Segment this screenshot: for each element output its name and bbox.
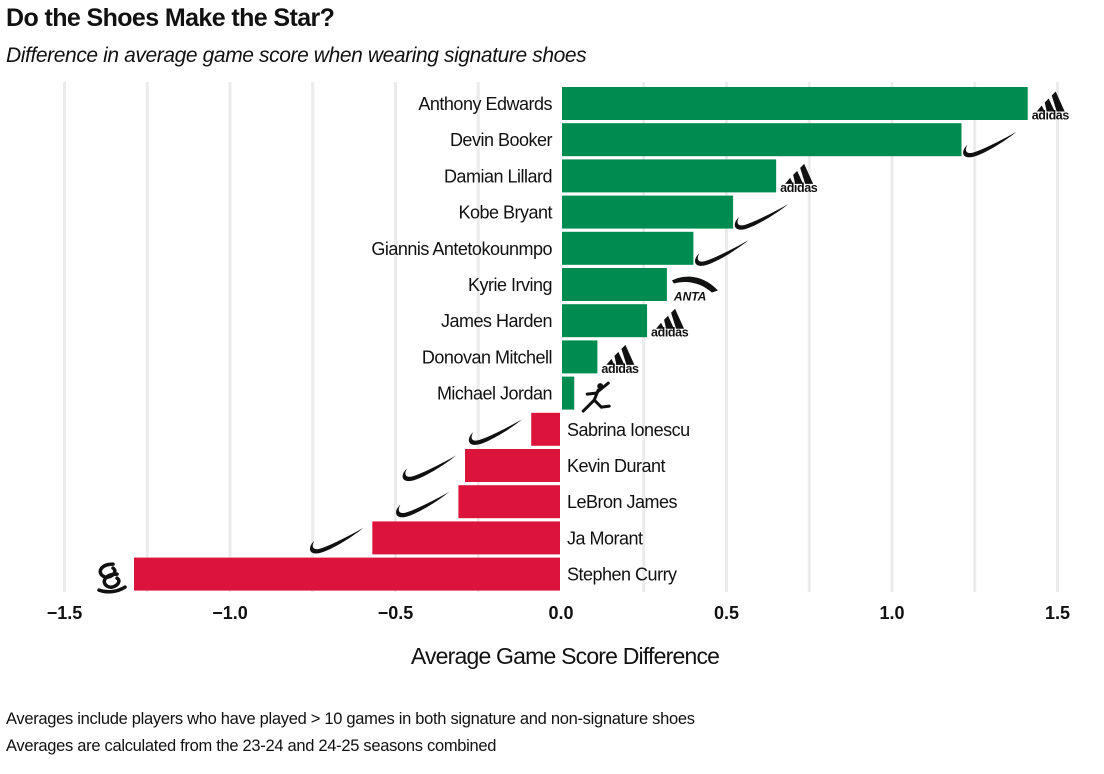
x-axis-label: Average Game Score Difference <box>411 643 719 669</box>
bar <box>561 376 575 410</box>
curry-logo-icon <box>97 562 127 594</box>
x-tick-label: −1.0 <box>212 603 248 623</box>
bar <box>561 123 962 157</box>
svg-text:adidas: adidas <box>651 326 689 340</box>
category-label: Devin Booker <box>450 130 553 150</box>
adidas-logo-icon: adidas <box>1032 91 1070 123</box>
category-label: Stephen Curry <box>567 565 677 585</box>
footnote-1: Averages include players who have played… <box>6 710 695 728</box>
chart-title: Do the Shoes Make the Star? <box>6 4 335 32</box>
bar <box>465 449 561 482</box>
category-label: Sabrina Ionescu <box>567 420 690 440</box>
bar <box>561 304 648 338</box>
category-label: Kyrie Irving <box>468 275 552 295</box>
x-tick-label: −1.5 <box>47 603 83 623</box>
category-label: Damian Lillard <box>444 166 552 186</box>
nike-logo-icon <box>468 419 523 445</box>
adidas-logo-icon: adidas <box>651 308 689 340</box>
bar <box>531 412 561 446</box>
x-tick-label: 0.5 <box>714 603 739 623</box>
bar <box>561 231 694 265</box>
anta-logo-icon: ANTA <box>671 276 718 304</box>
nike-logo-icon <box>396 491 450 518</box>
bar <box>134 557 561 591</box>
svg-text:adidas: adidas <box>780 181 818 195</box>
footnote-2: Averages are calculated from the 23-24 a… <box>6 737 497 755</box>
x-tick-label: 1.0 <box>879 603 904 623</box>
jordan-logo-icon <box>581 381 611 413</box>
category-label: Michael Jordan <box>437 384 552 404</box>
bar <box>561 268 667 301</box>
nike-logo-icon <box>734 204 789 230</box>
svg-text:adidas: adidas <box>1032 109 1070 123</box>
bar <box>561 87 1028 120</box>
svg-text:ANTA: ANTA <box>673 290 706 304</box>
nike-logo-icon <box>309 527 364 554</box>
nike-logo-icon <box>402 455 457 482</box>
category-label: Giannis Antetokounmpo <box>371 239 552 259</box>
bar <box>561 159 777 193</box>
category-label: Kobe Bryant <box>458 203 552 223</box>
bar <box>458 485 561 519</box>
bar-chart: Anthony Edwards Devin Booker Damian Lillar… <box>47 82 1070 669</box>
x-tick-label: −0.5 <box>378 603 414 623</box>
category-label: Kevin Durant <box>567 456 666 476</box>
nike-logo-icon <box>963 131 1017 158</box>
svg-text:adidas: adidas <box>601 362 639 376</box>
bar <box>372 521 561 555</box>
category-label: LeBron James <box>567 492 678 512</box>
chart-subtitle: Difference in average game score when we… <box>6 44 587 67</box>
x-tick-label: 0.0 <box>548 603 573 623</box>
adidas-logo-icon: adidas <box>780 163 818 195</box>
bar <box>561 340 598 374</box>
nike-logo-icon <box>695 240 749 266</box>
x-tick-label: 1.5 <box>1045 603 1070 623</box>
category-label: James Harden <box>441 311 552 331</box>
category-label: Anthony Edwards <box>418 94 552 114</box>
adidas-logo-icon: adidas <box>601 344 639 376</box>
category-label: Ja Morant <box>567 528 643 548</box>
category-label: Donovan Mitchell <box>422 347 552 367</box>
bar <box>561 195 734 229</box>
